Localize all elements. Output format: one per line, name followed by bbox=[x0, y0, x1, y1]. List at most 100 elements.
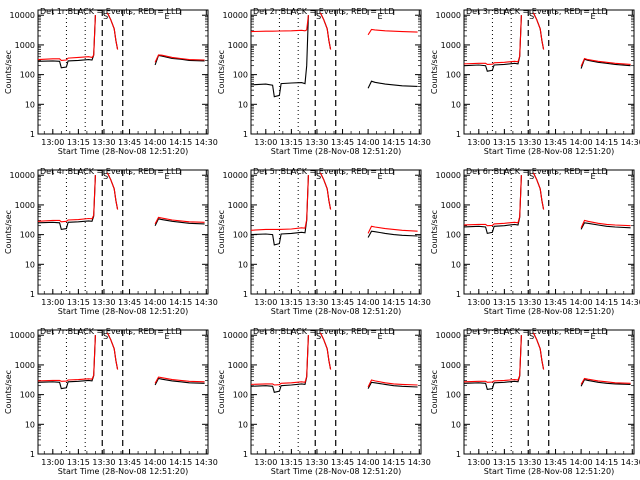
x-axis-label: Start Time (28-Nov-08 12:51:20) bbox=[271, 307, 401, 316]
x-tick-label: 14:30 bbox=[621, 298, 640, 307]
y-tick-label: 100 bbox=[20, 71, 35, 80]
x-tick-label: 13:15 bbox=[67, 138, 90, 147]
events-series-line bbox=[154, 377, 205, 386]
x-tick-label: 14:15 bbox=[382, 458, 405, 467]
events-series-line bbox=[38, 175, 96, 231]
y-tick-label: 100 bbox=[446, 71, 461, 80]
x-tick-label: 13:45 bbox=[118, 138, 141, 147]
start-marker: S bbox=[103, 332, 108, 341]
panel-title: Det 6r BLACK = Events, RED = LLD bbox=[466, 167, 608, 176]
x-tick-label: 13:45 bbox=[331, 298, 354, 307]
x-tick-label: 13:00 bbox=[467, 458, 490, 467]
start-marker: S bbox=[316, 332, 321, 341]
x-tick-label: 13:00 bbox=[254, 458, 277, 467]
x-tick-label: 13:30 bbox=[92, 138, 115, 147]
x-tick-label: 14:30 bbox=[621, 138, 640, 147]
x-axis-label: Start Time (28-Nov-08 12:51:20) bbox=[271, 467, 401, 476]
lld-series-line bbox=[580, 377, 631, 385]
lld-series-line bbox=[532, 12, 545, 50]
x-tick-label: 14:00 bbox=[570, 138, 593, 147]
x-axis-label: Start Time (28-Nov-08 12:51:20) bbox=[484, 147, 614, 156]
x-tick-label: 13:30 bbox=[305, 458, 328, 467]
x-tick-label: 13:30 bbox=[518, 458, 541, 467]
x-tick-label: 13:30 bbox=[92, 458, 115, 467]
x-tick-label: 13:30 bbox=[518, 298, 541, 307]
x-tick-label: 13:45 bbox=[331, 138, 354, 147]
chart-panel: Det 8r BLACK = Events, RED = LLD 1 10 100 10… bbox=[217, 327, 431, 476]
events-series-line bbox=[38, 15, 96, 69]
y-tick-label: 10000 bbox=[10, 11, 35, 20]
x-tick-label: 14:00 bbox=[144, 138, 167, 147]
panel-title: Det 3r BLACK = Events, RED = LLD bbox=[466, 7, 608, 16]
x-tick-label: 13:00 bbox=[41, 298, 64, 307]
x-tick-label: 14:15 bbox=[382, 138, 405, 147]
x-tick-label: 13:00 bbox=[41, 138, 64, 147]
x-tick-label: 14:30 bbox=[195, 458, 218, 467]
x-tick-label: 13:30 bbox=[305, 138, 328, 147]
x-tick-label: 14:30 bbox=[408, 138, 431, 147]
end-marker: E bbox=[591, 172, 596, 181]
start-marker: S bbox=[529, 172, 534, 181]
events-series-line bbox=[251, 175, 309, 246]
y-tick-label: 10 bbox=[238, 420, 248, 429]
events-series-line bbox=[154, 218, 205, 226]
lld-series-line bbox=[106, 12, 119, 50]
y-tick-label: 1000 bbox=[15, 361, 35, 370]
lld-series-line bbox=[154, 376, 205, 384]
y-tick-label: 1 bbox=[30, 130, 35, 139]
x-tick-label: 13:00 bbox=[41, 458, 64, 467]
y-tick-label: 10 bbox=[451, 260, 461, 269]
chart-panel: Det 1r BLACK = Events, RED = LLD 1 10 100 10… bbox=[4, 7, 218, 156]
start-marker: S bbox=[316, 12, 321, 21]
lld-series-line bbox=[367, 379, 418, 388]
y-tick-label: 10000 bbox=[436, 171, 461, 180]
x-tick-label: 14:30 bbox=[195, 298, 218, 307]
x-tick-label: 13:00 bbox=[254, 298, 277, 307]
start-marker: S bbox=[103, 172, 108, 181]
y-tick-label: 1 bbox=[243, 450, 248, 459]
events-series-line bbox=[367, 230, 418, 238]
chart-panel: Det 5r BLACK = Events, RED = LLD 1 10 100 10… bbox=[217, 167, 431, 316]
x-tick-label: 14:15 bbox=[169, 298, 192, 307]
start-marker: S bbox=[529, 12, 534, 21]
x-tick-label: 14:15 bbox=[595, 458, 618, 467]
y-tick-label: 10 bbox=[451, 100, 461, 109]
start-marker: S bbox=[103, 12, 108, 21]
panel-title: Det 5r BLACK = Events, RED = LLD bbox=[253, 167, 395, 176]
x-tick-label: 14:00 bbox=[570, 458, 593, 467]
events-series-line bbox=[367, 381, 418, 389]
end-marker: E bbox=[591, 332, 596, 341]
y-tick-label: 1 bbox=[456, 450, 461, 459]
lld-series-line bbox=[532, 332, 545, 370]
panel-title: Det 4r BLACK = Events, RED = LLD bbox=[40, 167, 182, 176]
y-tick-label: 10 bbox=[238, 100, 248, 109]
y-tick-label: 1000 bbox=[228, 201, 248, 210]
x-axis-label: Start Time (28-Nov-08 12:51:20) bbox=[484, 307, 614, 316]
lld-series-line bbox=[580, 57, 631, 67]
y-tick-label: 10000 bbox=[10, 171, 35, 180]
y-tick-label: 100 bbox=[446, 231, 461, 240]
end-marker: E bbox=[378, 12, 383, 21]
y-axis-label: Counts/sec bbox=[4, 50, 13, 94]
y-tick-label: 100 bbox=[20, 231, 35, 240]
x-tick-label: 13:45 bbox=[544, 458, 567, 467]
y-tick-label: 1000 bbox=[228, 361, 248, 370]
lld-series-line bbox=[367, 225, 418, 234]
y-tick-label: 1000 bbox=[441, 41, 461, 50]
x-tick-label: 13:15 bbox=[280, 298, 303, 307]
x-tick-label: 13:15 bbox=[280, 138, 303, 147]
y-tick-label: 10 bbox=[25, 420, 35, 429]
lld-series-line bbox=[154, 54, 205, 63]
end-marker: E bbox=[165, 172, 170, 181]
y-tick-label: 10000 bbox=[223, 11, 248, 20]
panel-title: Det 7r BLACK = Events, RED = LLD bbox=[40, 327, 182, 336]
y-tick-label: 1000 bbox=[441, 201, 461, 210]
x-tick-label: 13:00 bbox=[467, 298, 490, 307]
x-tick-label: 13:15 bbox=[493, 458, 516, 467]
x-tick-label: 14:30 bbox=[195, 138, 218, 147]
y-axis-label: Counts/sec bbox=[217, 370, 226, 414]
y-tick-label: 1000 bbox=[15, 41, 35, 50]
y-axis-label: Counts/sec bbox=[4, 210, 13, 254]
lld-series-line bbox=[464, 335, 522, 383]
y-tick-label: 10000 bbox=[223, 331, 248, 340]
